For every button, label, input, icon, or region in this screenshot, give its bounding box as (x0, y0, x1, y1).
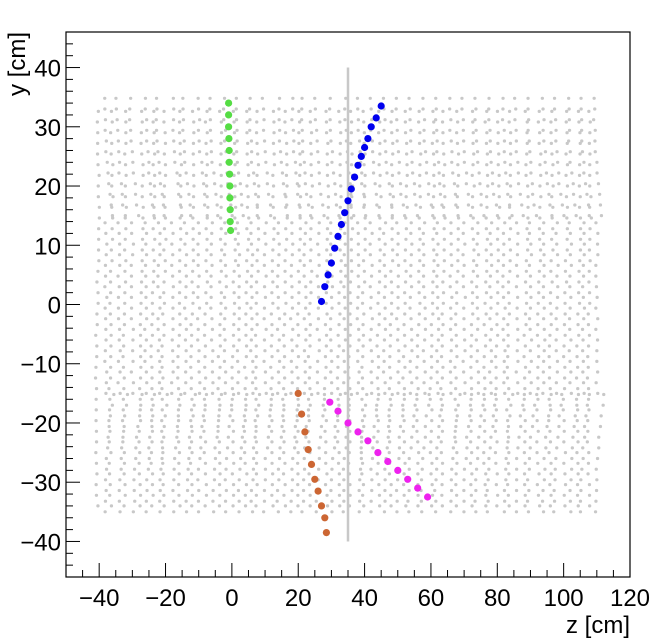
data-point (331, 244, 339, 252)
data-point (404, 475, 412, 483)
y-tick-label: 30 (34, 115, 61, 142)
y-tick-label: −20 (20, 411, 61, 438)
y-tick-label: −40 (20, 529, 61, 556)
data-point (414, 484, 422, 492)
data-point (341, 209, 349, 217)
series-4 (326, 398, 432, 501)
data-point (321, 283, 329, 291)
data-point (225, 135, 233, 143)
series-3 (294, 389, 330, 537)
data-point (321, 514, 329, 522)
data-point (226, 218, 234, 226)
data-point (374, 449, 382, 457)
data-point (326, 398, 334, 406)
data-point (394, 466, 402, 474)
data-point (298, 410, 306, 418)
data-point (225, 158, 233, 166)
x-tick-label: 60 (418, 585, 445, 612)
data-point (311, 475, 319, 483)
data-point (226, 170, 234, 178)
data-point (226, 194, 234, 202)
data-point (364, 135, 372, 143)
y-tick-label: −30 (20, 470, 61, 497)
series-1 (225, 99, 235, 235)
y-tick-label: 40 (34, 56, 61, 83)
data-point (364, 437, 372, 445)
data-point (344, 419, 352, 427)
data-point (226, 206, 234, 214)
data-point (225, 146, 233, 155)
data-point (334, 407, 342, 415)
x-axis: −40 −20 0 20 40 60 80 100 120 (65, 563, 650, 612)
data-point (372, 114, 380, 122)
data-point (314, 487, 322, 495)
x-tick-label: 80 (484, 585, 511, 612)
data-point (351, 173, 359, 181)
data-point (367, 123, 375, 131)
data-point (304, 446, 312, 454)
y-axis-label: y [cm] (4, 32, 31, 96)
data-point (225, 111, 233, 119)
data-point (327, 259, 335, 267)
data-point (227, 226, 235, 235)
x-tick-label: 20 (285, 585, 312, 612)
y-tick-label: 0 (48, 293, 61, 320)
x-tick-label: 100 (544, 585, 584, 612)
data-point (357, 152, 365, 160)
y-axis: −40 −30 −20 −10 0 10 20 30 40 (20, 43, 80, 566)
data-point (347, 185, 355, 193)
data-point (324, 271, 332, 279)
x-tick-label: 40 (351, 585, 378, 612)
data-point (225, 99, 233, 107)
data-point (226, 182, 234, 190)
data-point (301, 428, 309, 436)
data-point (322, 529, 330, 537)
data-point (354, 161, 362, 169)
data-point (294, 389, 302, 397)
data-point (424, 493, 432, 501)
x-axis-label: z [cm] (566, 612, 630, 639)
data-point (344, 197, 352, 205)
data-point (361, 143, 369, 152)
y-tick-label: 10 (34, 233, 61, 260)
data-point (384, 457, 392, 466)
y-tick-label: −10 (20, 352, 61, 379)
x-tick-label: −20 (145, 585, 186, 612)
data-point (307, 460, 316, 468)
data-point (334, 232, 342, 240)
data-point (377, 102, 385, 110)
y-tick-label: 20 (34, 174, 61, 201)
x-tick-label: 0 (225, 585, 238, 612)
data-point (337, 220, 345, 229)
data-point (225, 123, 233, 131)
background-hits-layer (93, 67, 606, 542)
x-tick-label: 120 (610, 585, 650, 612)
series-2 (317, 102, 385, 306)
series-layer (225, 99, 432, 537)
x-tick-label: −40 (79, 585, 120, 612)
data-point (354, 428, 362, 436)
data-point (317, 502, 326, 510)
data-point (317, 297, 326, 306)
